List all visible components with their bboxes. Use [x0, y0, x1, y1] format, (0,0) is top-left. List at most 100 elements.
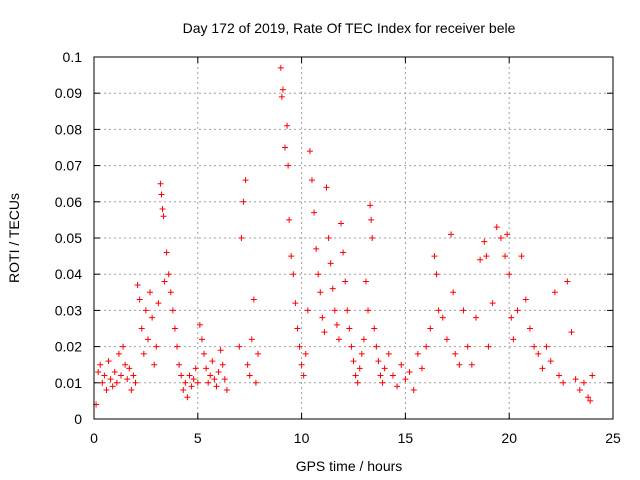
grid-lines: [94, 57, 613, 419]
data-point: [286, 216, 293, 223]
data-point: [483, 253, 490, 260]
data-point: [223, 387, 230, 394]
data-point: [514, 307, 521, 314]
x-tick-label: 25: [605, 430, 621, 446]
data-point: [111, 368, 118, 375]
data-point: [252, 379, 259, 386]
data-point: [497, 235, 504, 241]
data-point: [128, 387, 135, 394]
data-point: [244, 361, 251, 368]
data-point: [472, 314, 479, 321]
data-point: [205, 379, 212, 386]
data-point: [531, 343, 538, 350]
data-point: [192, 365, 199, 372]
data-point: [296, 343, 303, 350]
data-point: [427, 325, 434, 332]
y-tick-label: 0.04: [55, 266, 82, 282]
x-tick-label: 15: [398, 430, 414, 446]
data-point: [109, 383, 116, 390]
data-point: [502, 253, 509, 260]
data-point: [338, 220, 345, 227]
data-point: [419, 365, 426, 372]
data-point: [580, 379, 587, 386]
data-point: [117, 372, 124, 379]
data-point: [381, 365, 388, 372]
y-axis-label: ROTI / TECUs: [6, 193, 22, 283]
data-point: [560, 379, 567, 386]
data-point: [348, 343, 355, 350]
data-point: [317, 289, 324, 296]
data-point: [215, 368, 222, 375]
data-point: [151, 361, 158, 368]
data-point: [288, 253, 295, 260]
x-tick-labels: 0 5 10 15 20 25: [90, 430, 621, 446]
data-point: [333, 321, 340, 328]
data-point: [547, 358, 554, 365]
data-point: [101, 372, 108, 379]
data-point: [406, 368, 413, 375]
data-point: [184, 394, 191, 401]
data-point: [180, 387, 187, 394]
data-point: [340, 249, 347, 256]
data-point: [433, 271, 440, 278]
data-point: [292, 300, 299, 307]
data-point: [159, 206, 166, 213]
data-point: [335, 336, 342, 343]
data-point: [242, 177, 249, 184]
data-point: [174, 343, 181, 350]
data-point: [178, 372, 185, 379]
data-point: [431, 253, 438, 260]
y-tick-label: 0: [74, 411, 82, 427]
plot-frame: [93, 56, 614, 420]
data-point: [489, 300, 496, 307]
data-point: [155, 300, 162, 307]
data-point: [398, 361, 405, 368]
data-point: [238, 235, 245, 241]
y-tick-label: 0.1: [63, 49, 83, 65]
y-tick-labels: 0 0.01 0.02 0.03 0.04 0.05 0.06 0.07 0.08 0.09 0.1: [55, 49, 82, 427]
data-point: [302, 350, 309, 357]
x-tick-label: 10: [294, 430, 310, 446]
data-point: [300, 372, 307, 379]
data-point: [165, 271, 172, 278]
y-tick-label: 0.08: [55, 121, 82, 137]
data-point: [160, 213, 167, 220]
data-point: [346, 325, 353, 332]
data-point: [572, 376, 579, 383]
data-point: [157, 180, 164, 187]
data-point: [327, 260, 334, 267]
data-point: [213, 383, 220, 390]
data-point: [142, 307, 149, 314]
data-point: [576, 387, 583, 394]
data-point: [285, 162, 292, 169]
data-point: [201, 350, 208, 357]
y-tick-label: 0.09: [55, 85, 82, 101]
data-point: [188, 383, 195, 390]
data-point: [329, 285, 336, 292]
data-point: [481, 238, 488, 245]
data-point: [452, 350, 459, 357]
data-point: [240, 198, 247, 205]
data-point: [564, 278, 571, 285]
data-point: [535, 350, 542, 357]
data-point: [311, 209, 318, 216]
data-point: [95, 368, 102, 375]
data-point: [211, 376, 218, 383]
data-point: [367, 202, 374, 209]
data-point: [518, 253, 525, 260]
data-point: [163, 249, 170, 256]
data-point: [551, 289, 558, 296]
data-point: [144, 336, 151, 343]
data-point: [97, 361, 104, 368]
data-point: [140, 350, 147, 357]
data-point: [379, 379, 386, 386]
data-point: [217, 347, 224, 354]
data-point: [284, 122, 291, 129]
data-point: [477, 256, 484, 263]
data-point: [344, 307, 351, 314]
data-point: [526, 325, 533, 332]
data-point: [354, 379, 361, 386]
data-point: [371, 325, 378, 332]
